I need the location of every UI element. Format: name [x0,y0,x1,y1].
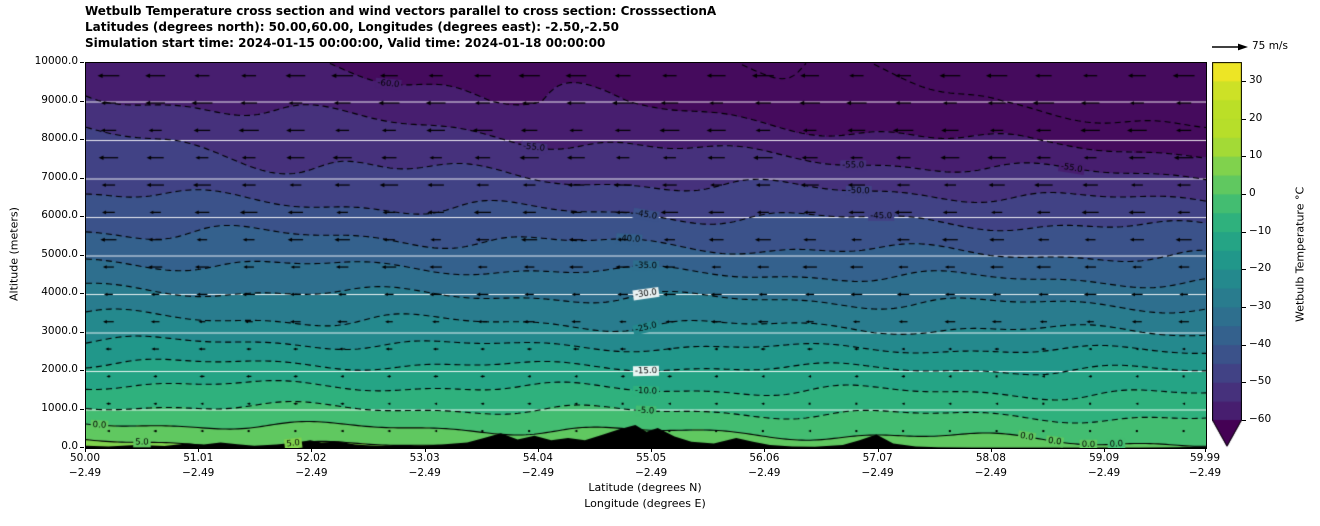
x-tick-mark [311,448,313,452]
x-tick-label-longitude: −2.49 [974,467,1007,479]
colorbar-tick-mark [1242,231,1246,233]
x-tick-mark [85,448,86,452]
x-tick-mark [1205,448,1206,452]
colorbar-tick-label: −30 [1249,299,1272,312]
colorbar-tick-label: −50 [1249,375,1272,388]
colorbar-tick-mark [1242,156,1246,158]
y-tick-mark [80,254,84,256]
x-tick-label-longitude: −2.49 [861,467,894,479]
y-tick-mark [80,293,84,294]
x-tick-label-latitude: 59.09 [1089,452,1120,464]
title-line-3: Simulation start time: 2024-01-15 00:00:… [85,36,606,50]
x-tick-label-latitude: 56.06 [749,452,780,464]
colorbar-tick-mark [1242,420,1246,421]
y-tick-label: 6000.0 [41,209,78,221]
x-tick-label-longitude: −2.49 [68,467,102,479]
x-tick-label-longitude: −2.49 [521,467,555,479]
y-tick-label: 4000.0 [41,286,78,298]
colorbar-tick-label: −60 [1249,413,1272,425]
y-tick-label: 10000.0 [34,55,78,67]
y-tick-label: 3000.0 [41,324,78,337]
x-tick-label-latitude: 58.08 [975,452,1006,464]
plot-area [85,62,1207,449]
quiver-key-arrow-icon [1212,43,1248,51]
colorbar-tick-label: −20 [1249,262,1272,275]
colorbar-tick-mark [1242,269,1246,271]
x-axis-label-longitude: Longitude (degrees E) [584,497,706,510]
y-tick-mark [80,177,84,179]
colorbar-tick-label: 10 [1249,149,1263,162]
y-tick-mark [80,62,84,63]
x-tick-mark [424,448,426,452]
x-tick-label-longitude: −2.49 [635,467,668,479]
x-tick-mark [198,448,200,452]
y-tick-mark [80,370,84,371]
y-tick-label: 2000.0 [41,363,78,375]
colorbar-label: Wetbulb Temperature °C [1293,186,1307,323]
x-tick-mark [1104,448,1106,452]
colorbar-tick-label: 0 [1249,186,1256,199]
x-axis-label-latitude: Latitude (degrees N) [588,481,702,494]
y-tick-mark [80,216,84,217]
y-tick-mark [80,447,84,448]
x-tick-label-latitude: 55.05 [636,452,667,464]
quiver-key-label: 75 m/s [1252,40,1288,52]
x-tick-label-latitude: 54.04 [522,452,553,464]
x-tick-mark [877,448,879,452]
y-tick-mark [80,100,84,102]
x-tick-label-latitude: 53.03 [409,452,440,464]
y-tick-label: 5000.0 [41,247,78,260]
x-tick-label-longitude: −2.49 [182,467,215,479]
x-tick-label-latitude: 51.01 [183,452,214,464]
y-tick-label: 9000.0 [41,93,78,106]
x-tick-label-latitude: 50.00 [69,452,101,464]
x-tick-label-latitude: 57.07 [862,452,893,464]
x-tick-label-longitude: −2.49 [408,467,441,479]
title-line-1: Wetbulb Temperature cross section and wi… [85,4,717,18]
x-tick-mark [651,448,653,452]
y-tick-label: 1000.0 [41,401,78,414]
y-tick-mark [80,331,84,333]
x-tick-label-latitude: 52.02 [296,452,327,464]
x-tick-label-longitude: −2.49 [295,467,328,479]
y-tick-label: 0.0 [61,440,78,452]
cross-section-canvas [86,63,1206,448]
colorbar-tick-label: 30 [1249,73,1263,86]
colorbar-tick-label: −10 [1249,224,1272,237]
title-line-2: Latitudes (degrees north): 50.00,60.00, … [85,20,619,34]
colorbar-tick-mark [1242,193,1246,195]
chart-title: Wetbulb Temperature cross section and wi… [85,3,716,51]
colorbar-tick-label: −40 [1249,337,1272,350]
x-tick-label-longitude: −2.49 [748,467,781,479]
y-tick-mark [80,408,84,410]
colorbar-tick-mark [1242,80,1246,82]
x-tick-label-latitude: 59.99 [1189,452,1221,464]
x-tick-mark [537,448,539,452]
colorbar-tick-label: 20 [1249,111,1263,124]
x-tick-mark [764,448,766,452]
x-tick-mark [990,448,992,452]
colorbar-tick-mark [1242,306,1246,308]
colorbar-tick-mark [1242,118,1246,120]
x-tick-label-longitude: −2.49 [1188,467,1222,479]
colorbar-tick-mark [1242,344,1246,346]
y-tick-mark [80,139,84,140]
y-tick-label: 8000.0 [41,132,78,144]
colorbar-tick-mark [1242,382,1246,384]
y-tick-label: 7000.0 [41,170,78,183]
colorbar [1212,62,1242,448]
x-tick-label-longitude: −2.49 [1088,467,1121,479]
